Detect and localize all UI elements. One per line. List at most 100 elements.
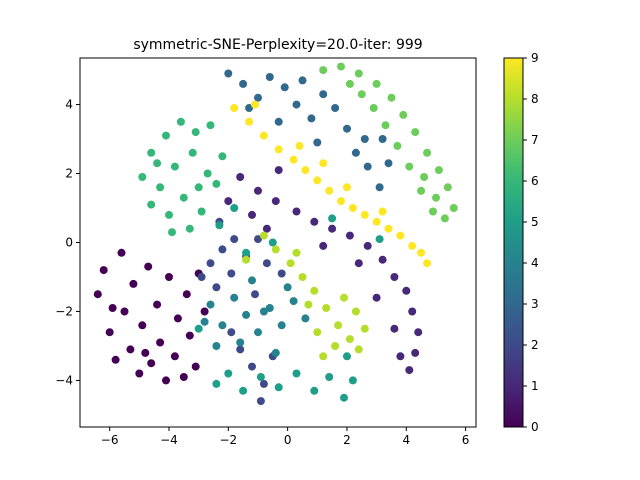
scatter-point-class-3 — [254, 93, 262, 102]
scatter-point-class-8 — [310, 286, 319, 295]
scatter-point-class-6 — [147, 148, 156, 157]
scatter-point-class-2 — [206, 259, 215, 268]
scatter-point-class-8 — [242, 255, 251, 264]
scatter-point-class-4 — [271, 348, 280, 357]
scatter-point-class-5 — [310, 386, 319, 395]
x-tick-label: 6 — [462, 433, 470, 447]
scatter-point-class-5 — [215, 221, 224, 230]
scatter-point-class-8 — [354, 345, 363, 354]
scatter-point-class-0 — [99, 266, 108, 275]
colorbar-tick-label: 4 — [531, 256, 539, 270]
colorbar-tick-label: 6 — [531, 174, 539, 188]
scatter-point-class-9 — [372, 217, 381, 226]
scatter-point-class-0 — [135, 369, 144, 378]
scatter-point-class-4 — [277, 321, 286, 330]
scatter-point-class-9 — [384, 224, 393, 233]
scatter-point-class-5 — [274, 383, 283, 392]
scatter-point-class-4 — [206, 300, 215, 309]
scatter-point-class-2 — [256, 397, 265, 406]
scatter-point-class-0 — [200, 307, 209, 316]
scatter-point-class-0 — [138, 321, 147, 330]
scatter-point-class-4 — [283, 283, 292, 292]
scatter-point-class-3 — [331, 104, 340, 112]
scatter-point-class-7 — [434, 166, 443, 175]
scatter-point-class-4 — [218, 321, 227, 330]
scatter-point-class-1 — [408, 307, 417, 316]
scatter-point-class-2 — [236, 345, 245, 354]
scatter-point-class-6 — [191, 128, 200, 137]
scatter-point-class-6 — [162, 131, 170, 140]
scatter-point-class-0 — [191, 362, 200, 371]
scatter-point-class-3 — [245, 104, 254, 112]
scatter-point-class-5 — [348, 376, 357, 385]
x-tick-label: 0 — [284, 433, 292, 447]
scatter-point-class-5 — [256, 373, 265, 381]
scatter-point-class-1 — [396, 352, 405, 361]
colorbar-tick-label: 5 — [531, 215, 539, 229]
scatter-point-class-8 — [298, 273, 307, 281]
scatter-point-class-1 — [405, 366, 414, 375]
scatter-point-class-3 — [375, 183, 384, 192]
scatter-point-class-0 — [162, 376, 170, 385]
scatter-point-class-6 — [203, 169, 212, 178]
scatter-point-class-1 — [402, 286, 411, 295]
scatter-point-class-2 — [230, 235, 239, 244]
scatter-point-class-6 — [194, 183, 203, 192]
x-tick-label: −2 — [219, 433, 237, 447]
x-tick-label: −6 — [101, 433, 119, 447]
scatter-point-class-6 — [212, 179, 221, 188]
y-tick-label: 0 — [65, 236, 73, 250]
scatter-point-class-3 — [280, 83, 289, 92]
scatter-point-class-6 — [156, 183, 165, 192]
scatter-point-class-1 — [310, 217, 319, 226]
scatter-point-class-3 — [384, 159, 393, 168]
scatter-point-class-8 — [334, 321, 343, 330]
chart-title: symmetric-SNE-Perplexity=20.0-iter: 999 — [133, 37, 422, 53]
scatter-point-class-8 — [319, 352, 328, 361]
scatter-point-class-4 — [265, 304, 274, 312]
scatter-point-class-6 — [168, 228, 176, 237]
scatter-point-class-4 — [230, 293, 239, 302]
scatter-point-class-2 — [212, 283, 221, 292]
scatter-point-class-7 — [381, 121, 390, 130]
scatter-point-class-2 — [259, 379, 268, 388]
scatter-point-class-7 — [393, 141, 402, 150]
scatter-point-class-5 — [325, 373, 334, 381]
scatter-point-class-7 — [449, 204, 458, 212]
colorbar-tick-label: 8 — [531, 92, 539, 106]
scatter-point-class-6 — [176, 117, 185, 126]
scatter-point-class-1 — [354, 259, 363, 268]
scatter-point-class-6 — [218, 152, 227, 161]
scatter-point-class-7 — [345, 79, 354, 88]
scatter-point-class-3 — [319, 90, 328, 99]
scatter-point-class-6 — [138, 173, 147, 181]
scatter-point-class-1 — [363, 241, 372, 250]
scatter-point-class-9 — [259, 131, 268, 140]
scatter-point-class-1 — [236, 173, 245, 181]
scatter-point-class-0 — [108, 304, 117, 312]
scatter-point-class-8 — [292, 248, 301, 257]
scatter-point-class-9 — [348, 204, 357, 212]
scatter-point-class-2 — [251, 290, 259, 299]
scatter-point-class-9 — [313, 176, 322, 185]
scatter-point-class-6 — [147, 200, 156, 209]
scatter-point-class-9 — [408, 241, 417, 250]
scatter-point-class-4 — [212, 342, 221, 350]
scatter-point-class-1 — [271, 197, 280, 206]
scatter-point-class-9 — [319, 159, 328, 168]
scatter-point-class-4 — [248, 276, 256, 285]
scatter-point-class-5 — [242, 248, 251, 257]
scatter-point-class-2 — [227, 269, 236, 278]
scatter-point-class-5 — [340, 393, 348, 402]
scatter-point-class-1 — [274, 166, 283, 175]
scatter-point-class-4 — [242, 310, 251, 319]
scatter-point-class-9 — [230, 104, 239, 112]
scatter-point-class-0 — [147, 359, 156, 368]
scatter-point-class-9 — [295, 141, 304, 150]
scatter-point-class-9 — [289, 155, 298, 164]
scatter-point-class-7 — [405, 162, 414, 171]
scatter-point-class-1 — [378, 255, 387, 264]
scatter-point-class-0 — [156, 338, 165, 347]
colorbar-axis: 0 1 2 3 4 5 6 7 8 9 — [523, 51, 539, 434]
scatter-point-class-9 — [423, 259, 432, 268]
